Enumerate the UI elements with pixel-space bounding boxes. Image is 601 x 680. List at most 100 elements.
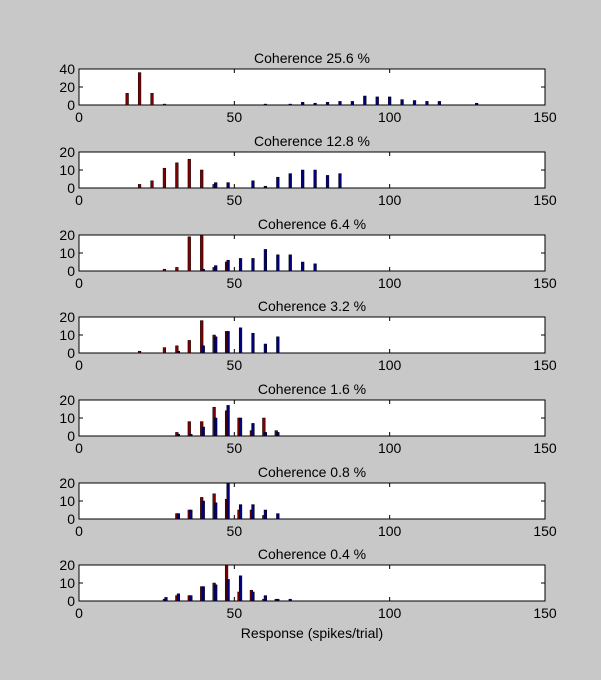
bar-blue <box>301 261 305 272</box>
bar-blue <box>201 426 205 437</box>
bar-blue <box>251 423 255 437</box>
axes-box <box>78 482 546 520</box>
bar-blue <box>313 169 317 189</box>
bar-blue <box>176 513 181 520</box>
x-tick-label: 50 <box>227 192 243 208</box>
x-tick-label: 50 <box>227 523 243 539</box>
panel-title: Coherence 1.6 % <box>258 381 366 397</box>
bar-blue <box>475 102 479 106</box>
bar-blue <box>226 579 230 602</box>
bar-blue <box>276 176 280 189</box>
bar-blue <box>238 258 243 272</box>
x-tick-label: 50 <box>227 275 243 291</box>
bar-red <box>162 268 167 272</box>
x-tick-label: 100 <box>378 357 402 373</box>
x-tick-label: 0 <box>75 192 83 208</box>
bar-red <box>162 167 167 189</box>
bar-blue <box>276 598 280 602</box>
bar-blue <box>288 173 292 189</box>
bar-blue <box>263 103 267 106</box>
bar-blue <box>176 433 181 437</box>
x-tick-label: 0 <box>75 440 83 456</box>
y-tick-label: 10 <box>59 493 75 509</box>
bar-blue <box>214 584 218 602</box>
bar-blue <box>251 504 255 520</box>
y-tick-label: 40 <box>59 61 75 77</box>
bar-blue <box>325 175 330 189</box>
bar-red <box>200 234 204 272</box>
bar-blue <box>288 254 292 272</box>
axes-box <box>78 234 546 272</box>
y-tick-label: 20 <box>59 475 75 491</box>
y-tick-label: 0 <box>67 97 75 113</box>
bar-blue <box>214 417 218 437</box>
x-tick-label: 0 <box>75 523 83 539</box>
y-tick-label: 0 <box>67 345 75 361</box>
y-tick-label: 10 <box>59 245 75 261</box>
bar-blue <box>301 102 305 106</box>
bar-blue <box>288 103 292 106</box>
bar-blue <box>238 575 243 602</box>
bar-red <box>137 350 142 354</box>
bar-blue <box>350 101 354 106</box>
y-tick-label: 20 <box>59 309 75 325</box>
bar-red <box>125 93 129 106</box>
y-tick-label: 10 <box>59 327 75 343</box>
axes-box <box>78 316 546 354</box>
y-tick-label: 0 <box>67 428 75 444</box>
y-tick-label: 20 <box>59 392 75 408</box>
bar-blue <box>214 336 218 354</box>
bar-blue <box>176 593 181 602</box>
x-tick-label: 100 <box>378 275 402 291</box>
bar-red <box>187 340 191 354</box>
y-tick-label: 20 <box>59 227 75 243</box>
x-tick-label: 150 <box>533 357 557 373</box>
x-tick-label: 150 <box>533 275 557 291</box>
x-tick-label: 50 <box>227 605 243 621</box>
bar-blue <box>363 95 367 106</box>
x-tick-label: 50 <box>227 109 243 125</box>
bar-blue <box>263 595 267 602</box>
bar-blue <box>226 405 230 437</box>
x-tick-label: 100 <box>378 192 402 208</box>
bar-blue <box>425 101 429 106</box>
bar-blue <box>325 102 330 106</box>
bar-blue <box>214 265 218 272</box>
bar-blue <box>313 102 317 106</box>
y-tick-label: 10 <box>59 575 75 591</box>
bar-blue <box>251 591 255 602</box>
x-tick-label: 50 <box>227 357 243 373</box>
panel-title: Coherence 0.8 % <box>258 464 366 480</box>
x-tick-label: 100 <box>378 605 402 621</box>
y-tick-label: 0 <box>67 593 75 609</box>
bar-blue <box>263 509 267 520</box>
bar-blue <box>189 433 193 437</box>
x-axis-label: Response (spikes/trial) <box>241 625 383 641</box>
bar-blue <box>201 268 205 272</box>
bar-blue <box>226 182 230 189</box>
bar-blue <box>251 180 255 189</box>
panel-title: Coherence 6.4 % <box>258 216 366 232</box>
y-tick-label: 20 <box>59 144 75 160</box>
bar-blue <box>238 327 243 354</box>
bar-red <box>137 72 142 106</box>
y-tick-label: 10 <box>59 410 75 426</box>
bar-blue <box>338 173 342 189</box>
bar-blue <box>338 101 342 106</box>
bar-blue <box>201 345 205 354</box>
panel-title: Coherence 25.6 % <box>254 50 370 66</box>
axes-box <box>78 399 546 437</box>
bar-blue <box>251 332 255 354</box>
bar-blue <box>263 185 267 189</box>
bar-red <box>175 162 179 189</box>
bar-blue <box>437 101 441 106</box>
bar-blue <box>176 350 181 354</box>
axes-box <box>78 564 546 602</box>
bar-blue <box>189 509 193 520</box>
